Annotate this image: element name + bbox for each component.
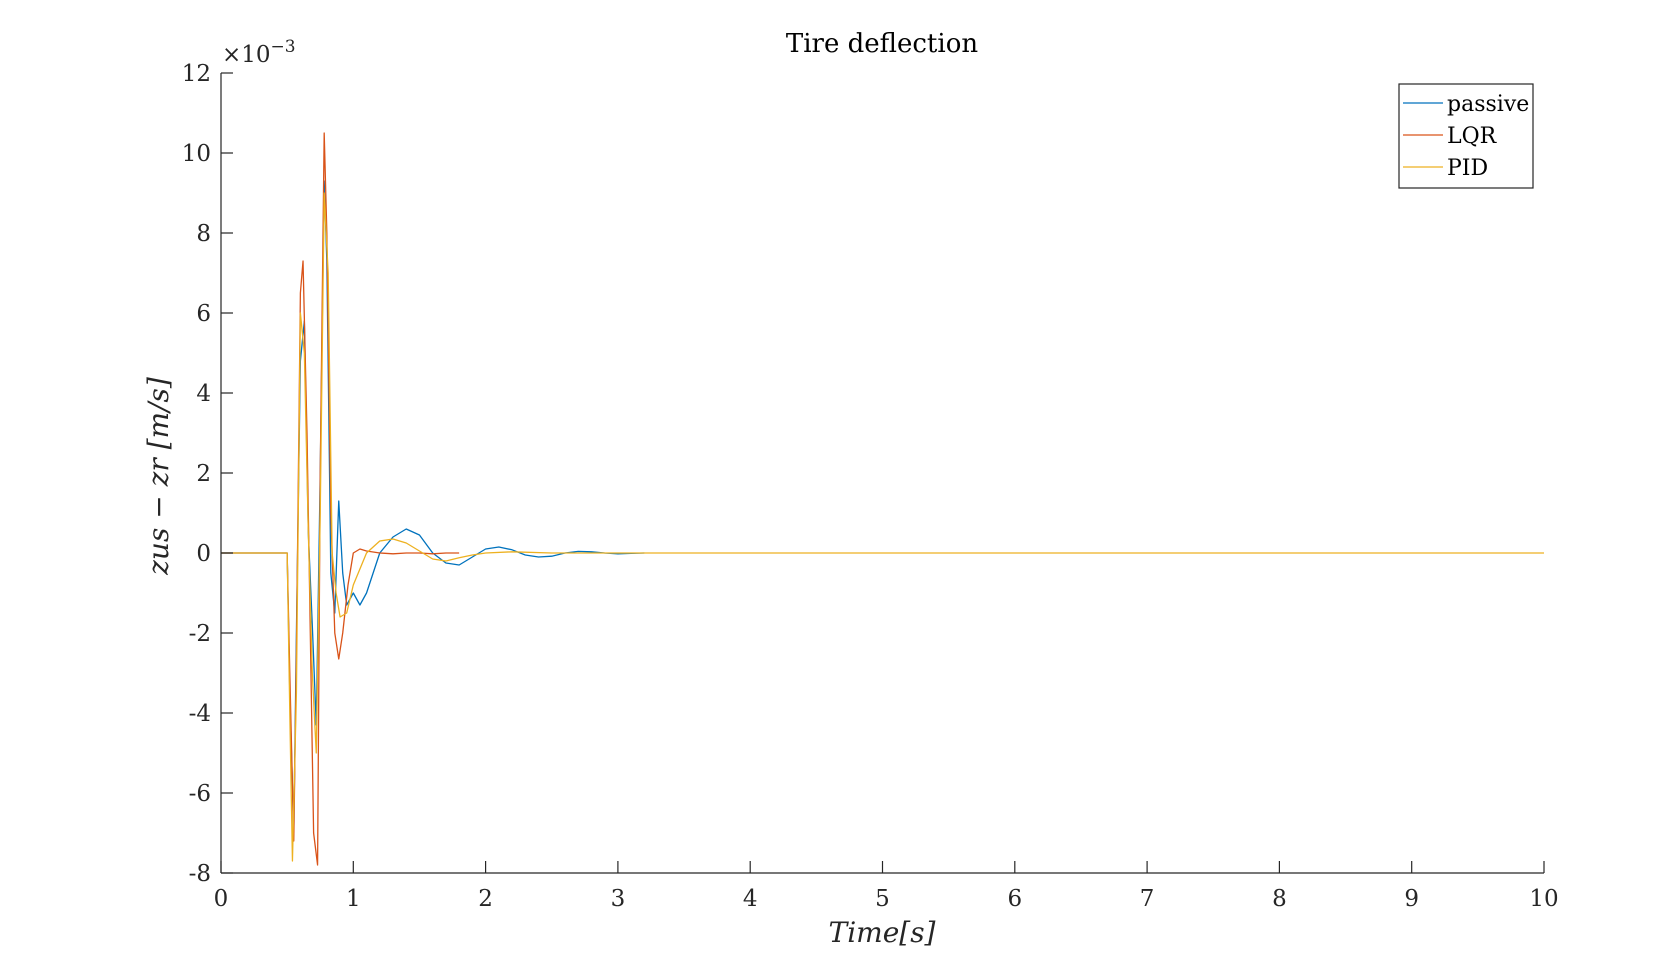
x-tick-label: 9 [1404,886,1419,912]
svg-text:×10−3: ×10−3 [222,37,296,68]
x-tick-label: 2 [478,886,493,912]
y-exponent-power: −3 [271,37,296,57]
y-tick-label: 10 [182,141,211,167]
series-line-pid [221,192,1544,862]
y-tick-label: -8 [189,861,211,887]
y-axis-title: zus − zr [m/s] [142,377,175,576]
x-tick-label: 0 [214,886,229,912]
y-tick-label: 6 [196,301,211,327]
y-tick-label: 0 [196,541,211,567]
x-axis-title: Time[s] [829,916,936,949]
x-tick-label: 8 [1272,886,1287,912]
plot-area [221,132,1544,866]
legend: passive LQR PID [1398,83,1534,189]
legend-label: passive [1447,92,1529,117]
y-tick-label: 2 [196,461,211,487]
legend-label: PID [1447,156,1488,181]
y-exponent-label: ×10−3 [222,37,296,68]
x-tick-label: 1 [346,886,361,912]
y-tick-label: 12 [182,61,211,87]
legend-label: LQR [1447,124,1498,149]
chart-title: Tire deflection [786,29,978,59]
x-tick-label: 3 [611,886,626,912]
y-exponent-base: ×10 [222,42,271,68]
y-tick-label: 4 [196,381,211,407]
x-tick-label: 6 [1007,886,1022,912]
legend-box [1398,83,1534,189]
x-tick-label: 7 [1140,886,1155,912]
y-tick-label: -6 [189,781,211,807]
y-tick-label: 8 [196,221,211,247]
x-tick-label: 10 [1529,886,1558,912]
x-tick-label: 4 [743,886,758,912]
series-layer [221,132,1544,866]
x-tick-label: 5 [875,886,890,912]
y-tick-label: -2 [189,621,211,647]
y-tick-label: -4 [189,701,211,727]
